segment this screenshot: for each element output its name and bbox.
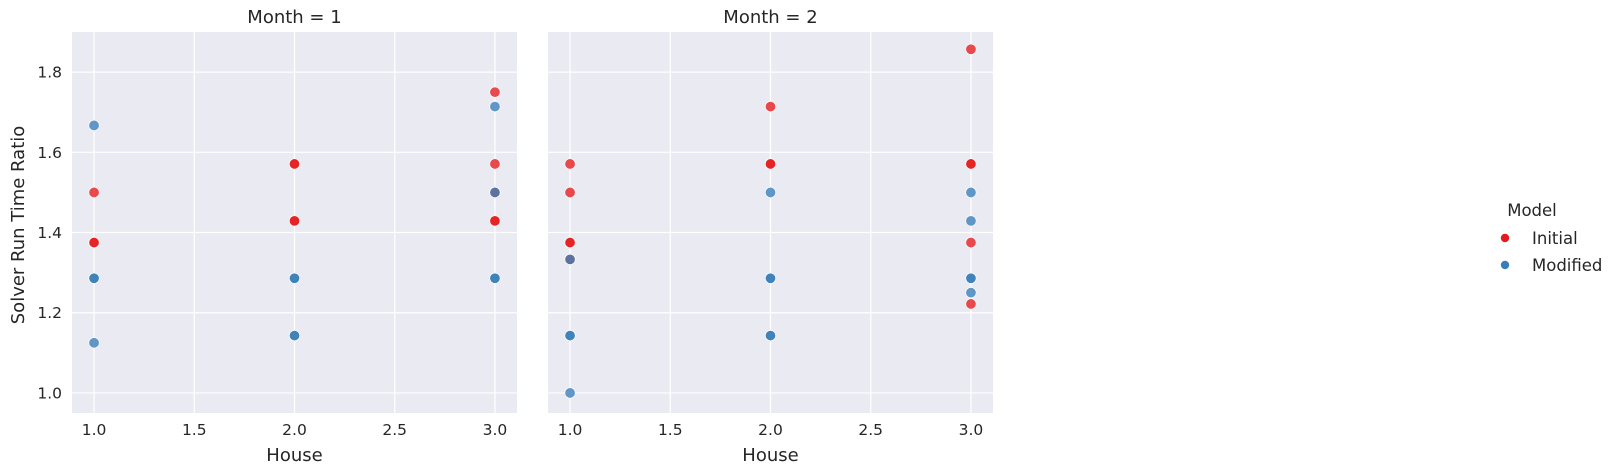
data-point <box>88 119 100 131</box>
facet-panel-2: 1.0 1.5 2.0 2.5 3.0 Month = 2 House <box>548 7 993 466</box>
data-point <box>564 330 576 342</box>
data-point <box>564 253 576 265</box>
legend-entries: Initial Modified <box>1500 229 1602 275</box>
legend-marker-modified <box>1500 260 1510 270</box>
legend-title: Model <box>1507 201 1557 220</box>
data-point <box>489 186 501 198</box>
series-initial <box>564 43 977 310</box>
y-tick-label: 1.2 <box>37 304 62 322</box>
data-point <box>489 272 501 284</box>
x-tick-label: 1.5 <box>182 421 207 439</box>
data-point <box>764 330 776 342</box>
y-tick-label: 1.4 <box>37 224 62 242</box>
y-tick-label: 1.6 <box>37 144 62 162</box>
data-point <box>489 101 501 113</box>
data-point <box>288 158 300 170</box>
data-point <box>965 215 977 227</box>
data-point <box>764 101 776 113</box>
x-tick-label: 2.0 <box>282 421 307 439</box>
y-tick-label: 1.0 <box>37 384 62 402</box>
panels-layer: 1.0 1.5 2.0 2.5 3.0 1.0 1.2 1.4 1.6 1.8 Month = 1 H… <box>37 7 993 466</box>
facet-panel-1: 1.0 1.5 2.0 2.5 3.0 1.0 1.2 1.4 1.6 1.8 Month = 1 H… <box>37 7 517 466</box>
data-point <box>965 43 977 55</box>
data-point <box>764 186 776 198</box>
data-point <box>288 272 300 284</box>
x-tick-label: 3.0 <box>959 421 984 439</box>
legend-marker-initial <box>1500 233 1510 243</box>
data-point <box>965 298 977 310</box>
x-tick-label: 2.5 <box>858 421 883 439</box>
series-modified <box>88 101 501 349</box>
data-point <box>489 86 501 98</box>
data-point <box>564 186 576 198</box>
data-point <box>965 237 977 249</box>
y-axis-label: Solver Run Time Ratio <box>8 126 29 325</box>
x-tick-label: 3.0 <box>483 421 508 439</box>
series-modified <box>564 186 977 399</box>
legend-label-initial: Initial <box>1532 229 1578 248</box>
x-axis-label: House <box>266 445 322 466</box>
legend: Model Initial Modified <box>1500 201 1602 275</box>
x-tick-label: 2.5 <box>382 421 407 439</box>
facet-title: Month = 1 <box>247 7 341 28</box>
data-point <box>88 272 100 284</box>
data-point <box>965 186 977 198</box>
legend-label-modified: Modified <box>1532 256 1602 275</box>
data-point <box>88 186 100 198</box>
data-point <box>764 158 776 170</box>
data-point <box>564 237 576 249</box>
data-point <box>965 272 977 284</box>
facet-title: Month = 2 <box>723 7 817 28</box>
data-point <box>88 337 100 349</box>
data-point <box>965 158 977 170</box>
data-point <box>88 237 100 249</box>
data-point <box>965 287 977 299</box>
data-point <box>288 215 300 227</box>
data-point <box>288 330 300 342</box>
x-tick-label: 2.0 <box>758 421 783 439</box>
y-tick-label: 1.8 <box>37 64 62 82</box>
data-point <box>489 215 501 227</box>
data-point <box>564 387 576 399</box>
x-tick-label: 1.0 <box>82 421 107 439</box>
x-tick-label: 1.0 <box>558 421 583 439</box>
data-point <box>564 158 576 170</box>
x-axis-label: House <box>742 445 798 466</box>
data-point <box>489 158 501 170</box>
x-tick-label: 1.5 <box>658 421 683 439</box>
data-point <box>764 272 776 284</box>
